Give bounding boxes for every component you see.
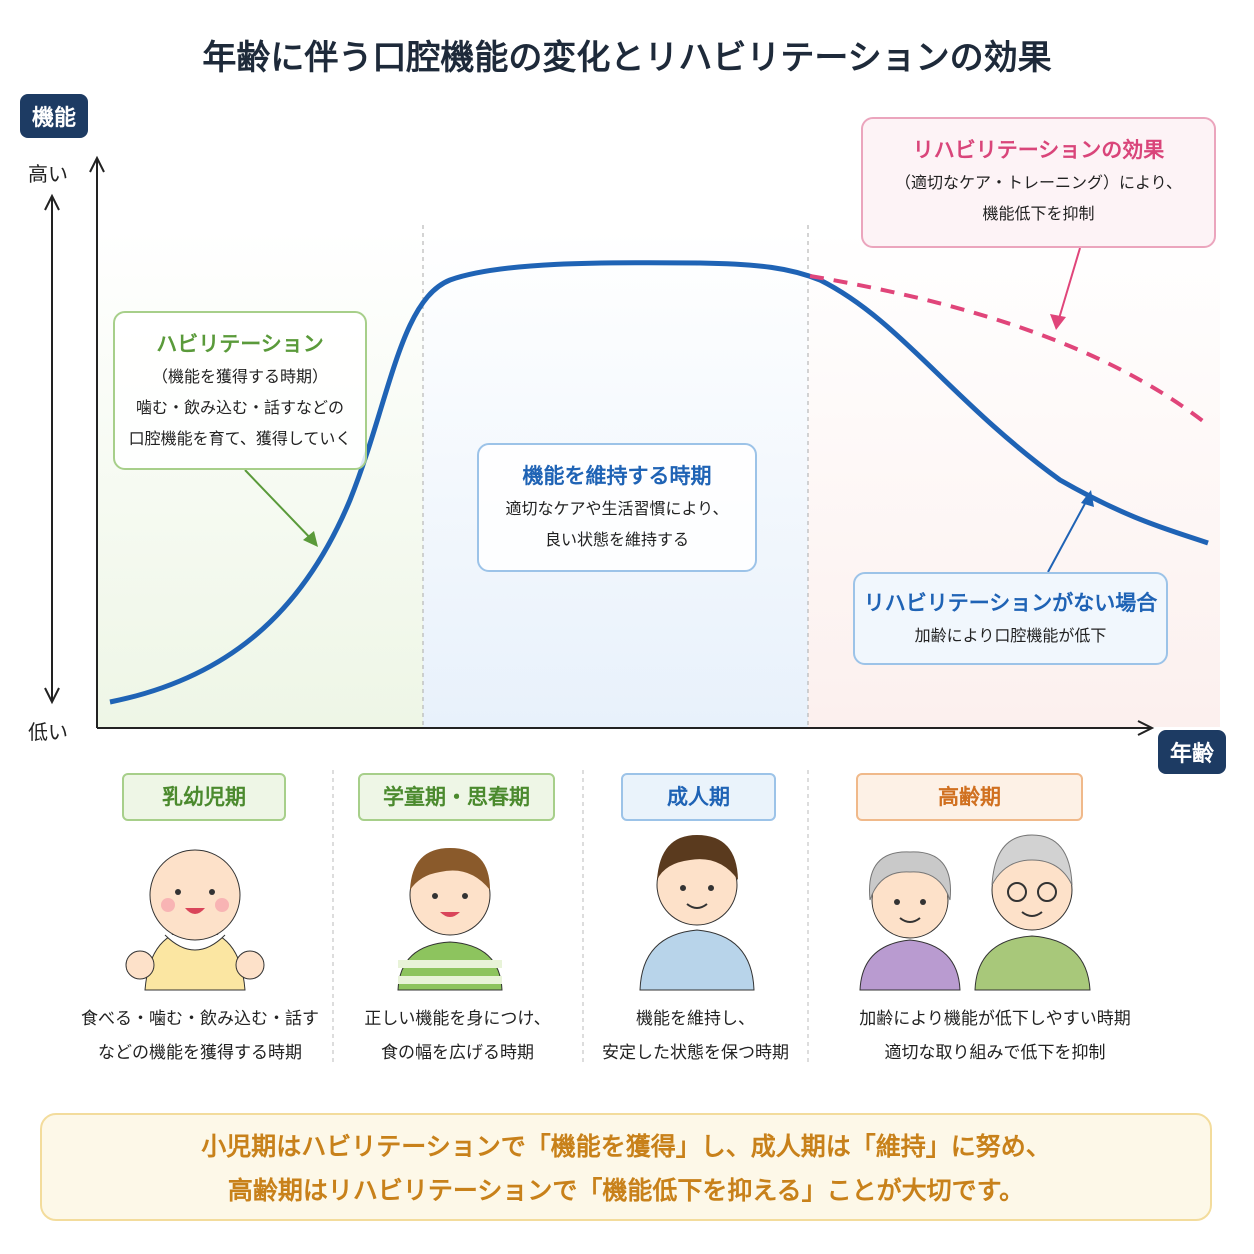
stage-elderly-desc: 加齢により機能が低下しやすい時期 適切な取り組みで低下を抑制 [859, 1009, 1131, 1063]
habilitation-zone [98, 230, 423, 727]
y-axis-label: 機能 [20, 94, 89, 138]
stage-school-desc: 正しい機能を身につけ、 食の幅を広げる時期 [364, 1009, 551, 1063]
elderly-woman-illustration [859, 851, 961, 991]
child-illustration [397, 848, 503, 991]
y-high-label: 高い [28, 162, 68, 186]
elderly-man-illustration [974, 834, 1091, 991]
stage-adult: 成人期 [621, 773, 776, 821]
maintain-callout: 機能を維持する時期 適切なケアや生活習慣により、 良い状態を維持する [477, 443, 757, 572]
rehab-effect-callout: リハビリテーションの効果 （適切なケア・トレーニング）により、 機能低下を抑制 [861, 117, 1216, 248]
summary-footer: 小児期はハビリテーションで「機能を獲得」し、成人期は「維持」に努め、 高齢期はリ… [40, 1113, 1212, 1221]
no-rehab-callout: リハビリテーションがない場合 加齢により口腔機能が低下 [853, 572, 1168, 665]
baby-illustration [125, 849, 265, 991]
stage-school: 学童期・思春期 [358, 773, 555, 821]
function-curve [109, 260, 1209, 705]
stage-infant-desc: 食べる・噛む・飲み込む・話す などの機能を獲得する時期 [81, 1009, 319, 1063]
page-title: 年齢に伴う口腔機能の変化とリハビリテーションの効果 [202, 38, 1052, 78]
people-illustrations [125, 834, 1091, 991]
stage-elderly: 高齢期 [856, 773, 1083, 821]
stage-dividers [332, 770, 809, 1065]
habilitation-callout: ハビリテーション （機能を獲得する時期） 噛む・飲み込む・話すなどの 口腔機能を… [113, 311, 367, 470]
x-axis-label: 年齢 [1158, 730, 1227, 774]
stage-infant: 乳幼児期 [122, 773, 286, 821]
adult-illustration [639, 835, 755, 991]
y-low-label: 低い [28, 720, 68, 744]
rehab-curve [809, 274, 1210, 427]
stage-adult-desc: 機能を維持し、 安定した状態を保つ時期 [602, 1009, 789, 1063]
